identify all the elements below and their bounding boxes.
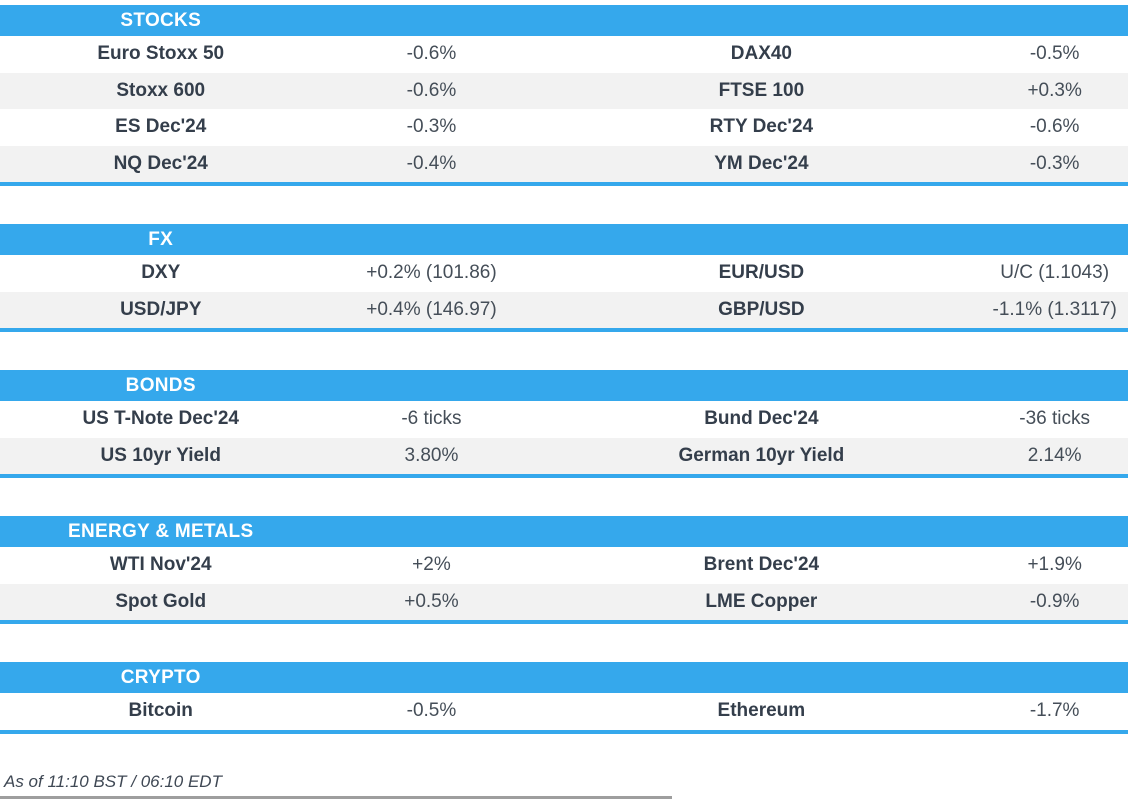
instrument-change: -0.5% [406, 700, 457, 722]
section-title: STOCKS [120, 9, 202, 31]
table-row: USD/JPY +0.4% (146.97) GBP/USD -1.1% (1.… [0, 291, 1128, 328]
instrument-change: +2% [412, 554, 451, 576]
instrument-change: -0.5% [1029, 43, 1080, 65]
table-row: US T-Note Dec'24 -6 ticks Bund Dec'24 -3… [0, 401, 1128, 438]
instrument-change: -0.4% [406, 152, 457, 174]
instrument-change: -0.6% [1029, 116, 1080, 138]
instrument-label: WTI Nov'24 [109, 554, 212, 576]
table-row: Euro Stoxx 50 -0.6% DAX40 -0.5% [0, 36, 1128, 73]
timestamp-note: As of 11:10 BST / 06:10 EDT [4, 771, 222, 791]
fx-table: FX DXY +0.2% (101.86) EUR/USD U/C (1.104… [0, 224, 1128, 332]
instrument-change: -0.6% [406, 43, 457, 65]
instrument-change: -1.1% (1.3117) [992, 298, 1117, 320]
instrument-label: USD/JPY [120, 298, 202, 320]
instrument-change: -0.3% [406, 116, 457, 138]
instrument-label: DAX40 [730, 43, 792, 65]
table-row: DXY +0.2% (101.86) EUR/USD U/C (1.1043) [0, 255, 1128, 292]
table-row: ES Dec'24 -0.3% RTY Dec'24 -0.6% [0, 109, 1128, 146]
instrument-label: GBP/USD [718, 298, 805, 320]
instrument-label: ES Dec'24 [115, 116, 207, 138]
table-row: Bitcoin -0.5% Ethereum -1.7% [0, 693, 1128, 730]
section-title: ENERGY & METALS [68, 520, 254, 542]
energy-metals-header-bar: ENERGY & METALS [0, 516, 1128, 547]
instrument-change: +0.5% [404, 590, 459, 612]
instrument-label: Stoxx 600 [116, 79, 206, 101]
instrument-label: Spot Gold [115, 590, 207, 612]
instrument-change: +0.2% (101.86) [366, 262, 497, 284]
instrument-label: YM Dec'24 [714, 152, 809, 174]
table-row: Stoxx 600 -0.6% FTSE 100 +0.3% [0, 72, 1128, 109]
instrument-label: US T-Note Dec'24 [82, 408, 240, 430]
instrument-label: Ethereum [717, 700, 806, 722]
instrument-label: Bitcoin [128, 700, 193, 722]
instrument-change: -1.7% [1029, 700, 1080, 722]
instrument-change: -36 ticks [1019, 408, 1091, 430]
instrument-change: -0.6% [406, 79, 457, 101]
crypto-table: CRYPTO Bitcoin -0.5% Ethereum -1.7% [0, 662, 1128, 734]
instrument-change: -0.9% [1029, 590, 1080, 612]
bonds-header-bar: BONDS [0, 370, 1128, 401]
instrument-label: Brent Dec'24 [703, 554, 820, 576]
section-title: BONDS [125, 374, 196, 396]
partial-bottom-rule [0, 796, 672, 799]
table-row: NQ Dec'24 -0.4% YM Dec'24 -0.3% [0, 145, 1128, 182]
instrument-label: LME Copper [705, 590, 818, 612]
table-row: Spot Gold +0.5% LME Copper -0.9% [0, 583, 1128, 620]
fx-header-bar: FX [0, 224, 1128, 255]
instrument-label: DXY [141, 262, 181, 284]
instrument-change: U/C (1.1043) [1000, 262, 1110, 284]
instrument-label: EUR/USD [718, 262, 805, 284]
instrument-label: Bund Dec'24 [704, 408, 819, 430]
instrument-label: FTSE 100 [718, 79, 805, 101]
table-row: WTI Nov'24 +2% Brent Dec'24 +1.9% [0, 547, 1128, 584]
instrument-label: NQ Dec'24 [113, 152, 208, 174]
instrument-label: US 10yr Yield [100, 444, 221, 466]
section-title: CRYPTO [120, 666, 201, 688]
instrument-change: +0.3% [1027, 79, 1082, 101]
instrument-change: -0.3% [1029, 152, 1080, 174]
bonds-table: BONDS US T-Note Dec'24 -6 ticks Bund Dec… [0, 370, 1128, 478]
instrument-change: -6 ticks [401, 408, 462, 430]
instrument-change: +0.4% (146.97) [366, 298, 497, 320]
instrument-label: German 10yr Yield [678, 444, 845, 466]
table-row: US 10yr Yield 3.80% German 10yr Yield 2.… [0, 437, 1128, 474]
instrument-change: 3.80% [404, 444, 459, 466]
crypto-header-bar: CRYPTO [0, 662, 1128, 693]
instrument-label: RTY Dec'24 [709, 116, 814, 138]
instrument-label: Euro Stoxx 50 [97, 43, 225, 65]
stocks-header-bar: STOCKS [0, 5, 1128, 36]
instrument-change: +1.9% [1027, 554, 1082, 576]
section-title: FX [148, 228, 174, 250]
instrument-change: 2.14% [1027, 444, 1082, 466]
energy-metals-table: ENERGY & METALS WTI Nov'24 +2% Brent Dec… [0, 516, 1128, 624]
stocks-table: STOCKS Euro Stoxx 50 -0.6% DAX40 -0.5% S… [0, 5, 1128, 186]
